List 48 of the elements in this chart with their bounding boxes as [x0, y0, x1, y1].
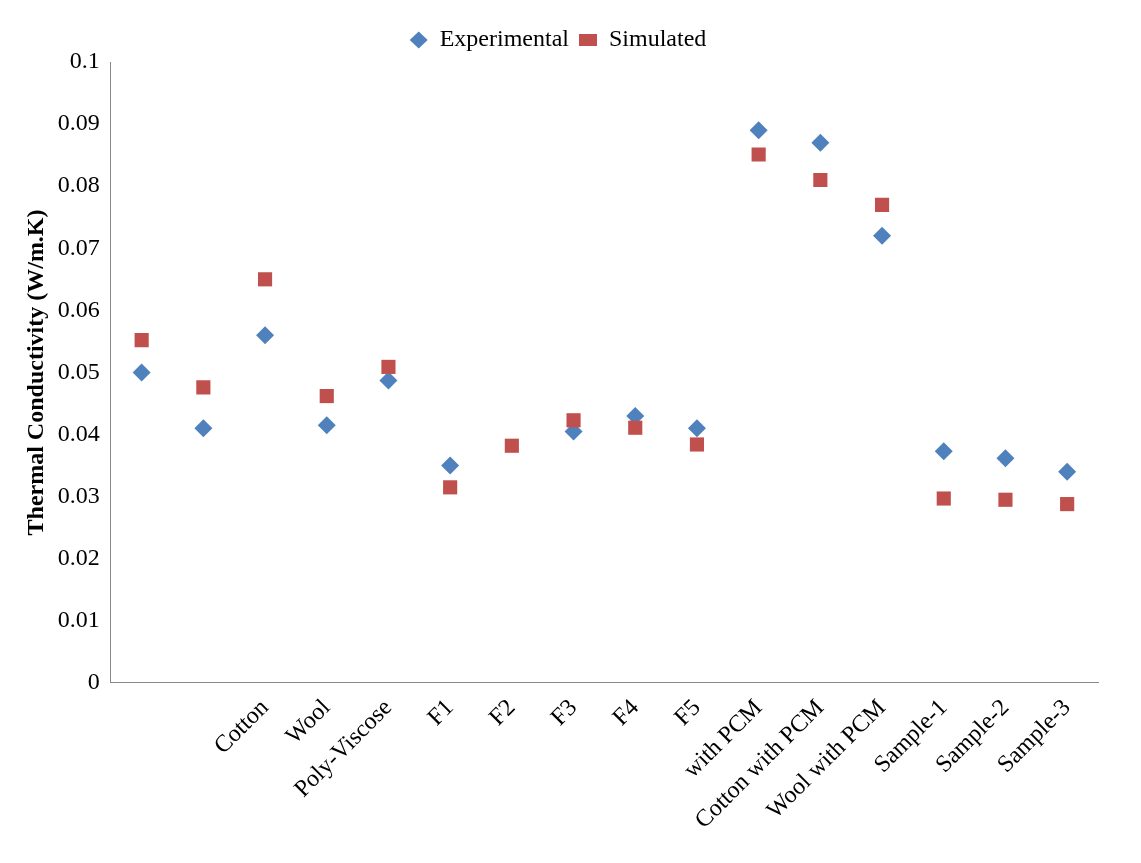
point — [443, 480, 458, 495]
x-tick-label: F3 — [545, 693, 582, 731]
point — [379, 371, 398, 390]
point — [132, 363, 151, 382]
point — [813, 172, 828, 188]
y-tick-label: 0.05 — [57, 357, 100, 384]
point — [936, 491, 951, 506]
point — [1060, 497, 1075, 512]
y-tick-label: 0 — [87, 668, 100, 695]
y-tick-label: 0.04 — [57, 419, 100, 446]
point — [196, 380, 211, 395]
x-tick-label: F1 — [421, 693, 459, 731]
y-tick-label: 0.08 — [57, 171, 100, 198]
point — [811, 133, 830, 152]
point — [134, 333, 149, 348]
point — [749, 121, 768, 140]
point — [996, 449, 1015, 468]
point — [256, 326, 275, 345]
point — [566, 413, 581, 428]
point — [687, 419, 706, 438]
y-axis-title: Thermal Conductivity (W/m.K) — [21, 209, 48, 536]
y-tick-label: 0.1 — [69, 47, 100, 74]
y-tick-label: 0.06 — [57, 295, 100, 322]
point — [874, 197, 890, 212]
point — [504, 438, 519, 453]
y-tick-label: 0.09 — [57, 109, 100, 136]
point — [628, 420, 643, 435]
point — [689, 437, 705, 452]
point — [873, 226, 892, 245]
point — [934, 442, 953, 461]
y-tick-label: 0.02 — [57, 544, 100, 571]
point — [319, 388, 334, 404]
point — [257, 272, 273, 287]
point — [998, 492, 1013, 507]
y-tick-label: 0.03 — [57, 481, 100, 508]
point — [194, 419, 213, 438]
point — [441, 456, 460, 475]
y-tick-label: 0.07 — [57, 233, 100, 260]
legend-label: Experimental — [439, 25, 570, 52]
legend-label: Simulated — [608, 25, 707, 52]
point — [381, 359, 396, 374]
point — [1058, 462, 1077, 481]
x-tick-label: F5 — [668, 693, 705, 731]
y-tick-label: 0.01 — [57, 606, 100, 633]
x-tick-label: F2 — [483, 693, 520, 731]
x-tick-label: F4 — [606, 693, 644, 731]
point — [317, 416, 336, 435]
point — [751, 147, 766, 162]
